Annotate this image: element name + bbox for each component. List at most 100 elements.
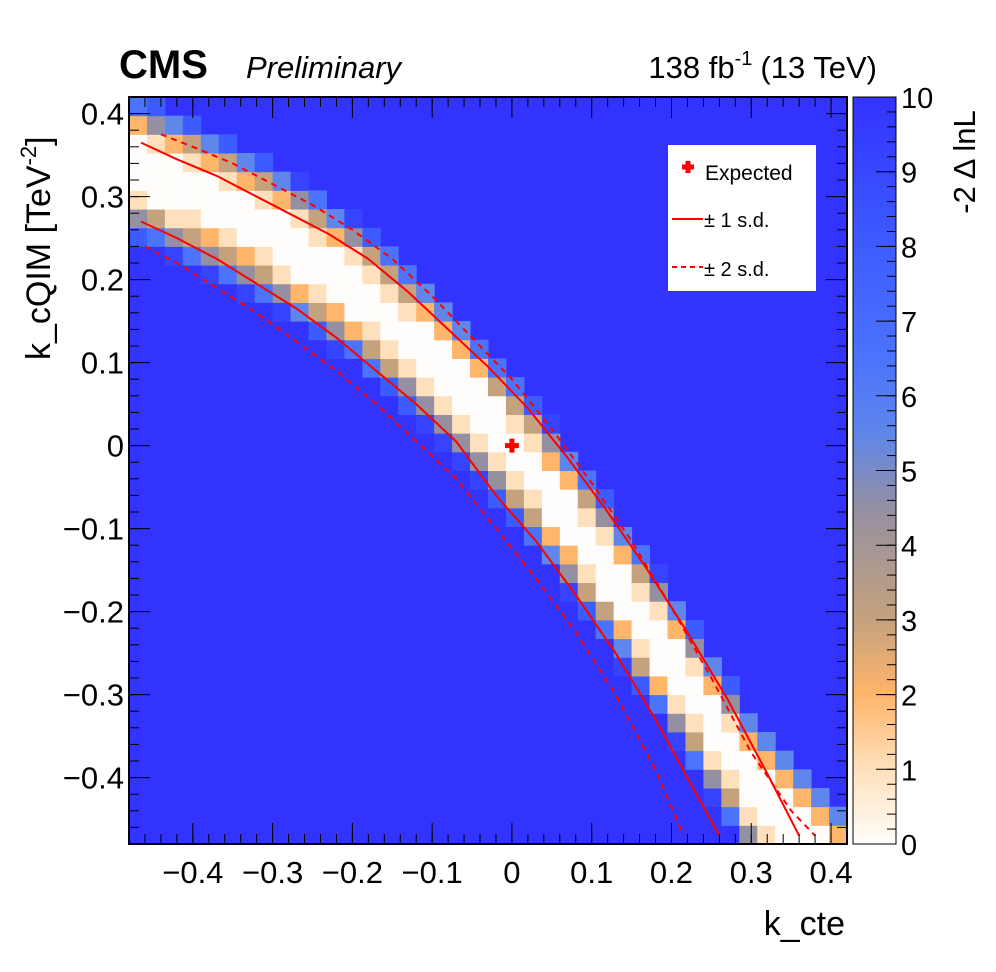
- heatmap-cell: [613, 582, 633, 602]
- heatmap-cell: [649, 619, 668, 640]
- heatmap-cell: [505, 470, 525, 490]
- status-label: Preliminary: [246, 50, 404, 85]
- heatmap-cell: [757, 769, 776, 789]
- heatmap-cell: [290, 190, 309, 210]
- heatmap-cell: [631, 601, 651, 621]
- heatmap-cell: [488, 395, 507, 415]
- heatmap-cell: [793, 787, 812, 808]
- heatmap-cell: [685, 731, 704, 752]
- heatmap-cell: [757, 731, 776, 752]
- heatmap-cell: [793, 806, 812, 826]
- contour-layer: [140, 133, 816, 837]
- heatmap-cell: [667, 657, 686, 677]
- heatmap-cell: [649, 563, 668, 584]
- heatmap-cell: [254, 153, 274, 173]
- heatmap-cell: [254, 246, 274, 266]
- heatmap-cell: [613, 545, 633, 565]
- heatmap-cell: [470, 377, 489, 397]
- heatmap-cell: [577, 545, 597, 565]
- heatmap-cell: [739, 713, 758, 733]
- heatmap-cell: [649, 601, 668, 621]
- heatmap-cell: [129, 209, 148, 229]
- heatmap-cell: [452, 395, 471, 415]
- heatmap-cell: [290, 265, 309, 285]
- heatmap-cell: [829, 806, 847, 826]
- plot-frame: [128, 96, 848, 845]
- y-tick-label: 0: [107, 429, 124, 464]
- heatmap-cell: [416, 414, 435, 434]
- heatmap-cell: [631, 675, 651, 696]
- heatmap-cell: [452, 433, 471, 453]
- z-tick-label: 4: [901, 531, 917, 563]
- heatmap-cell: [308, 321, 327, 341]
- contour-1sd-lower: [140, 220, 721, 837]
- heatmap-cell: [272, 209, 292, 229]
- heatmap-cell: [362, 321, 381, 341]
- heatmap-cell: [308, 302, 327, 322]
- heatmap-cell: [559, 489, 579, 509]
- heatmap-cell: [667, 731, 686, 752]
- heatmap-cell: [775, 769, 794, 789]
- heatmap-cell: [488, 414, 507, 434]
- heatmap-cell: [595, 526, 615, 546]
- heatmap-cell: [362, 265, 381, 285]
- heatmap-cell: [218, 153, 238, 173]
- heatmap-cell: [434, 395, 453, 415]
- heatmap-cell: [326, 209, 345, 229]
- contour-2sd-lower: [144, 245, 685, 837]
- heatmap-cell: [200, 209, 220, 229]
- heatmap-cell: [452, 339, 471, 359]
- heatmap-cell: [254, 209, 274, 229]
- heatmap-cell: [541, 414, 561, 434]
- heatmap-cell: [200, 153, 220, 173]
- heatmap-cell: [129, 115, 148, 135]
- heatmap-cell: [182, 246, 202, 266]
- heatmap-cell: [631, 619, 651, 640]
- heatmap-cell: [775, 806, 794, 826]
- heatmap-cell: [164, 153, 184, 173]
- heatmap-cell: [129, 171, 148, 191]
- heatmap-cell: [344, 246, 363, 266]
- heatmap-cell: [649, 694, 668, 714]
- heatmap-cell: [685, 657, 704, 677]
- heatmap-cells: [129, 97, 847, 844]
- legend: Expected ± 1 s.d. ± 2 s.d.: [668, 145, 816, 291]
- heatmap-cell: [541, 489, 561, 509]
- heatmap-cell: [344, 227, 363, 247]
- heatmap-cell: [613, 619, 633, 640]
- heatmap-cell: [559, 563, 579, 584]
- heatmap-cell: [757, 787, 776, 808]
- heatmap-cell: [146, 153, 166, 173]
- heatmap-cell: [308, 265, 327, 285]
- heatmap-cell: [470, 451, 489, 471]
- heatmap-cell: [146, 209, 166, 229]
- heatmap-cell: [541, 451, 561, 471]
- heatmap-cell: [272, 171, 292, 191]
- heatmap-cell: [595, 507, 615, 528]
- heatmap-cell: [523, 470, 543, 490]
- heatmap-cell: [272, 265, 292, 285]
- heatmap-cell: [559, 582, 579, 602]
- heatmap-cell: [595, 619, 615, 640]
- x-tick-label: −0.2: [322, 855, 383, 890]
- heatmap-cell: [236, 153, 256, 173]
- expected-point-cross: [504, 438, 519, 453]
- heatmap-cell: [739, 806, 758, 826]
- heatmap-cell: [613, 601, 633, 621]
- heatmap-cell: [362, 246, 381, 266]
- heatmap-cell: [218, 265, 238, 285]
- heatmap-cell: [559, 526, 579, 546]
- heatmap-cell: [200, 265, 220, 285]
- heatmap-cell: [218, 209, 238, 229]
- heatmap-cell: [541, 545, 561, 565]
- heatmap-cell: [703, 787, 722, 808]
- heatmap-cell: [613, 638, 633, 658]
- heatmap-cell: [398, 395, 417, 415]
- heatmap-cell: [236, 227, 256, 247]
- heatmap-cell: [811, 787, 830, 808]
- heatmap-cell: [452, 358, 471, 378]
- heatmap-cell: [577, 563, 597, 584]
- heatmap-cell: [649, 657, 668, 677]
- heatmap-cell: [595, 545, 615, 565]
